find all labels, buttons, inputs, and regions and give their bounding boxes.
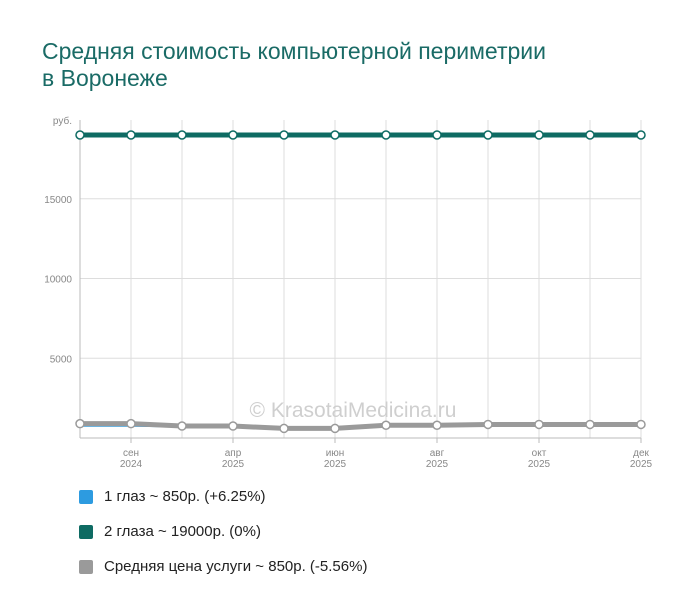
x-tick-label-year: 2025 — [426, 459, 449, 470]
data-point — [177, 130, 187, 140]
legend-swatch-1-eye — [79, 490, 93, 504]
grid — [79, 120, 642, 438]
data-point — [279, 423, 289, 434]
x-tick-label-year: 2025 — [528, 459, 551, 470]
series-1 — [75, 130, 646, 140]
chart-title-line-1: Средняя стоимость компьютерной периметри… — [42, 38, 546, 64]
x-tick-label-year: 2025 — [324, 459, 347, 470]
data-point — [126, 130, 136, 140]
series-line — [77, 421, 644, 431]
data-point — [75, 418, 85, 429]
legend-label-average: Средняя цена услуги ~ 850р. (-5.56%) — [104, 558, 368, 575]
x-tick-label-month: апр — [225, 448, 242, 459]
data-point — [126, 418, 136, 429]
data-point — [585, 419, 595, 430]
y-unit-label: руб. — [53, 115, 72, 127]
data-point — [279, 130, 289, 140]
watermark: © KrasotaiMedicina.ru — [250, 399, 457, 422]
x-tick-label-month: сен — [123, 448, 139, 459]
y-tick-label: 10000 — [44, 275, 72, 286]
data-point — [228, 130, 238, 140]
data-point — [534, 419, 544, 430]
data-point — [228, 421, 238, 431]
data-point — [177, 421, 187, 431]
data-point — [636, 419, 646, 430]
series-2 — [75, 418, 646, 434]
data-point — [534, 130, 544, 140]
data-point — [381, 420, 391, 430]
data-point — [432, 420, 442, 430]
x-tick-label-year: 2025 — [222, 459, 245, 470]
y-tick-label: 15000 — [44, 195, 72, 206]
chart-title: Средняя стоимость компьютерной периметри… — [42, 38, 662, 92]
legend-swatch-2-eyes — [79, 525, 93, 539]
x-tick-label-month: окт — [532, 448, 547, 459]
x-tick-label-year: 2024 — [120, 459, 143, 470]
x-tick-label-year: 2025 — [630, 459, 653, 470]
data-point — [75, 130, 85, 140]
data-point — [330, 130, 340, 140]
data-point — [432, 130, 442, 140]
legend-swatch-average — [79, 560, 93, 574]
data-point — [381, 130, 391, 140]
data-point — [483, 130, 493, 140]
legend-label-2-eyes: 2 глаза ~ 19000р. (0%) — [104, 523, 261, 540]
x-tick-label-month: авг — [430, 448, 445, 459]
data-point — [483, 419, 493, 430]
x-tick-label-month: июн — [326, 448, 345, 459]
data-point — [636, 130, 646, 140]
chart-title-line-2: в Воронеже — [42, 65, 168, 91]
legend-label-1-eye: 1 глаз ~ 850р. (+6.25%) — [104, 488, 266, 505]
data-point — [585, 130, 595, 140]
data-point — [330, 423, 340, 434]
y-tick-label: 5000 — [50, 354, 73, 365]
x-tick-label-month: дек — [633, 448, 649, 459]
